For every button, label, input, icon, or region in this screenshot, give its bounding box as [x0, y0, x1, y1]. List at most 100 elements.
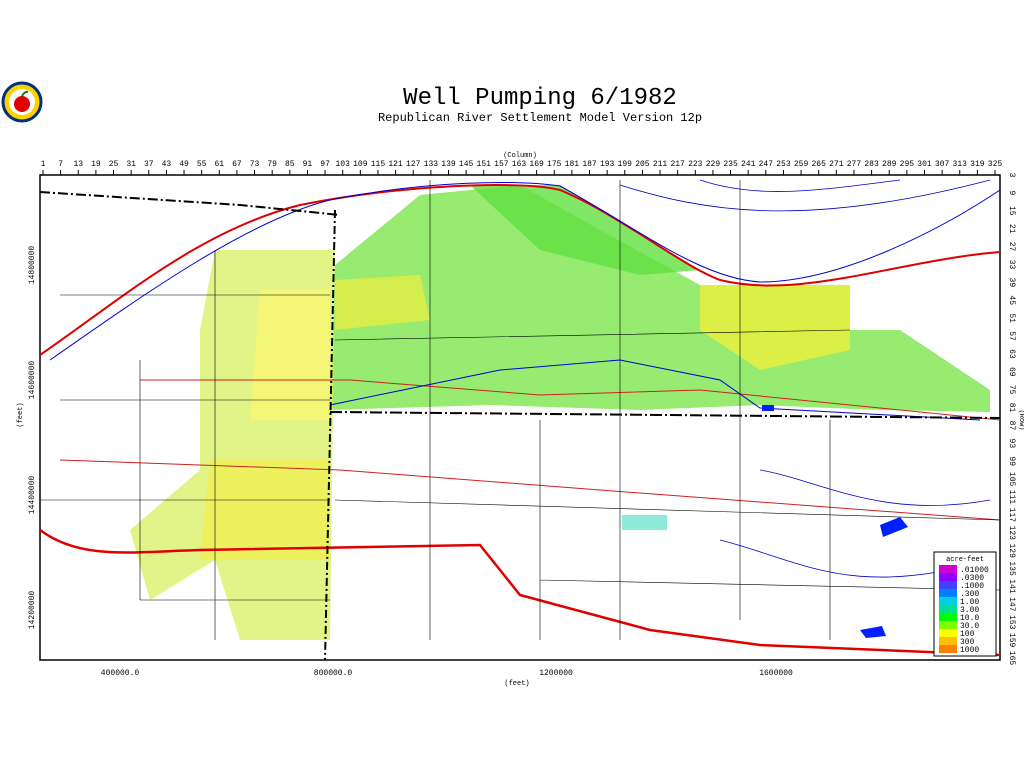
column-tick-label: 325 — [988, 160, 1003, 169]
column-tick-label: 181 — [565, 160, 580, 169]
column-tick-label: 25 — [109, 160, 119, 169]
column-tick-label: 277 — [847, 160, 862, 169]
legend-label: 300 — [960, 638, 975, 647]
legend-swatch — [939, 621, 957, 629]
subtitle: Republican River Settlement Model Versio… — [378, 111, 702, 125]
legend-label: .1000 — [960, 582, 984, 591]
column-tick-label: 121 — [388, 160, 403, 169]
column-tick-label: 199 — [618, 160, 633, 169]
legend-swatch — [939, 565, 957, 573]
row-tick-label: 33 — [1007, 260, 1016, 270]
column-tick-label: 265 — [812, 160, 827, 169]
row-tick-label: 153 — [1007, 615, 1016, 630]
row-tick-label: 81 — [1007, 403, 1016, 413]
row-tick-label: 39 — [1007, 278, 1016, 288]
row-tick-label: 123 — [1007, 526, 1016, 541]
row-tick-label: 135 — [1007, 561, 1016, 576]
column-tick-label: 145 — [459, 160, 474, 169]
row-tick-label: 27 — [1007, 242, 1016, 252]
column-tick-label: 235 — [723, 160, 738, 169]
column-tick-label: 217 — [670, 160, 685, 169]
y-feet-label: 14600000 — [28, 361, 37, 400]
column-tick-label: 205 — [635, 160, 650, 169]
legend-swatch — [939, 629, 957, 637]
column-tick-label: 193 — [600, 160, 615, 169]
logo — [1, 81, 43, 123]
x-feet-label: 1600000 — [759, 669, 793, 678]
column-tick-label: 163 — [512, 160, 527, 169]
row-tick-label: 141 — [1007, 579, 1016, 594]
column-tick-label: 241 — [741, 160, 756, 169]
column-tick-label: 157 — [494, 160, 509, 169]
column-tick-label: 259 — [794, 160, 809, 169]
column-tick-label: 127 — [406, 160, 421, 169]
column-axis-label: (Column) — [503, 152, 537, 160]
column-tick-label: 103 — [336, 160, 351, 169]
x-feet-label: 800000.0 — [314, 669, 353, 678]
column-tick-label: 301 — [917, 160, 932, 169]
legend-label: 100 — [960, 630, 975, 639]
column-tick-label: 319 — [970, 160, 985, 169]
legend-label: 10.0 — [960, 614, 979, 623]
column-tick-label: 7 — [58, 160, 63, 169]
title: Well Pumping 6/1982 — [403, 85, 677, 112]
x-feet-label: 400000.0 — [101, 669, 140, 678]
row-tick-label: 45 — [1007, 295, 1016, 305]
column-tick-label: 85 — [285, 160, 295, 169]
column-tick-label: 37 — [144, 160, 154, 169]
column-tick-label: 115 — [371, 160, 386, 169]
column-tick-label: 49 — [179, 160, 189, 169]
legend-label: 30.0 — [960, 622, 979, 631]
legend-swatch — [939, 605, 957, 613]
x-feet-label: 1200000 — [539, 669, 573, 678]
column-tick-label: 313 — [953, 160, 968, 169]
column-tick-label: 31 — [126, 160, 136, 169]
row-tick-label: 93 — [1007, 439, 1016, 449]
legend-label: 1000 — [960, 646, 979, 655]
column-tick-label: 19 — [91, 160, 101, 169]
column-tick-label: 97 — [320, 160, 330, 169]
legend-label: .01000 — [960, 566, 989, 575]
legend-title: acre-feet — [946, 556, 984, 564]
row-tick-label: 15 — [1007, 206, 1016, 216]
legend-swatch — [939, 573, 957, 581]
column-tick-label: 307 — [935, 160, 950, 169]
column-tick-label: 175 — [547, 160, 562, 169]
column-tick-label: 79 — [267, 160, 277, 169]
column-tick-label: 13 — [73, 160, 83, 169]
row-axis-label: (Row) — [1017, 409, 1024, 430]
y-feet-label: 14800000 — [28, 246, 37, 285]
row-tick-label: 63 — [1007, 349, 1016, 359]
column-tick-label: 271 — [829, 160, 844, 169]
row-tick-label: 87 — [1007, 421, 1016, 431]
legend-swatch — [939, 597, 957, 605]
column-tick-label: 211 — [653, 160, 668, 169]
legend-label: .0300 — [960, 574, 984, 583]
column-tick-label: 151 — [477, 160, 492, 169]
column-tick-label: 253 — [776, 160, 791, 169]
legend-swatch — [939, 589, 957, 597]
row-tick-label: 99 — [1007, 456, 1016, 466]
row-tick-label: 75 — [1007, 385, 1016, 395]
column-tick-label: 139 — [441, 160, 456, 169]
column-tick-label: 223 — [688, 160, 703, 169]
column-tick-label: 61 — [214, 160, 224, 169]
row-tick-label: 3 — [1007, 173, 1016, 178]
column-tick-label: 247 — [759, 160, 774, 169]
column-tick-label: 91 — [303, 160, 313, 169]
column-tick-label: 1 — [41, 160, 46, 169]
legend-label: 1.00 — [960, 598, 979, 607]
column-tick-label: 295 — [900, 160, 915, 169]
row-tick-label: 9 — [1007, 190, 1016, 195]
row-tick-label: 129 — [1007, 543, 1016, 558]
row-tick-label: 165 — [1007, 651, 1016, 666]
legend-swatch — [939, 637, 957, 645]
y-feet-axis-label: (feet) — [17, 402, 25, 427]
column-tick-label: 67 — [232, 160, 242, 169]
column-tick-label: 289 — [882, 160, 897, 169]
row-tick-label: 57 — [1007, 331, 1016, 341]
row-tick-label: 21 — [1007, 224, 1016, 234]
row-tick-label: 105 — [1007, 472, 1016, 487]
